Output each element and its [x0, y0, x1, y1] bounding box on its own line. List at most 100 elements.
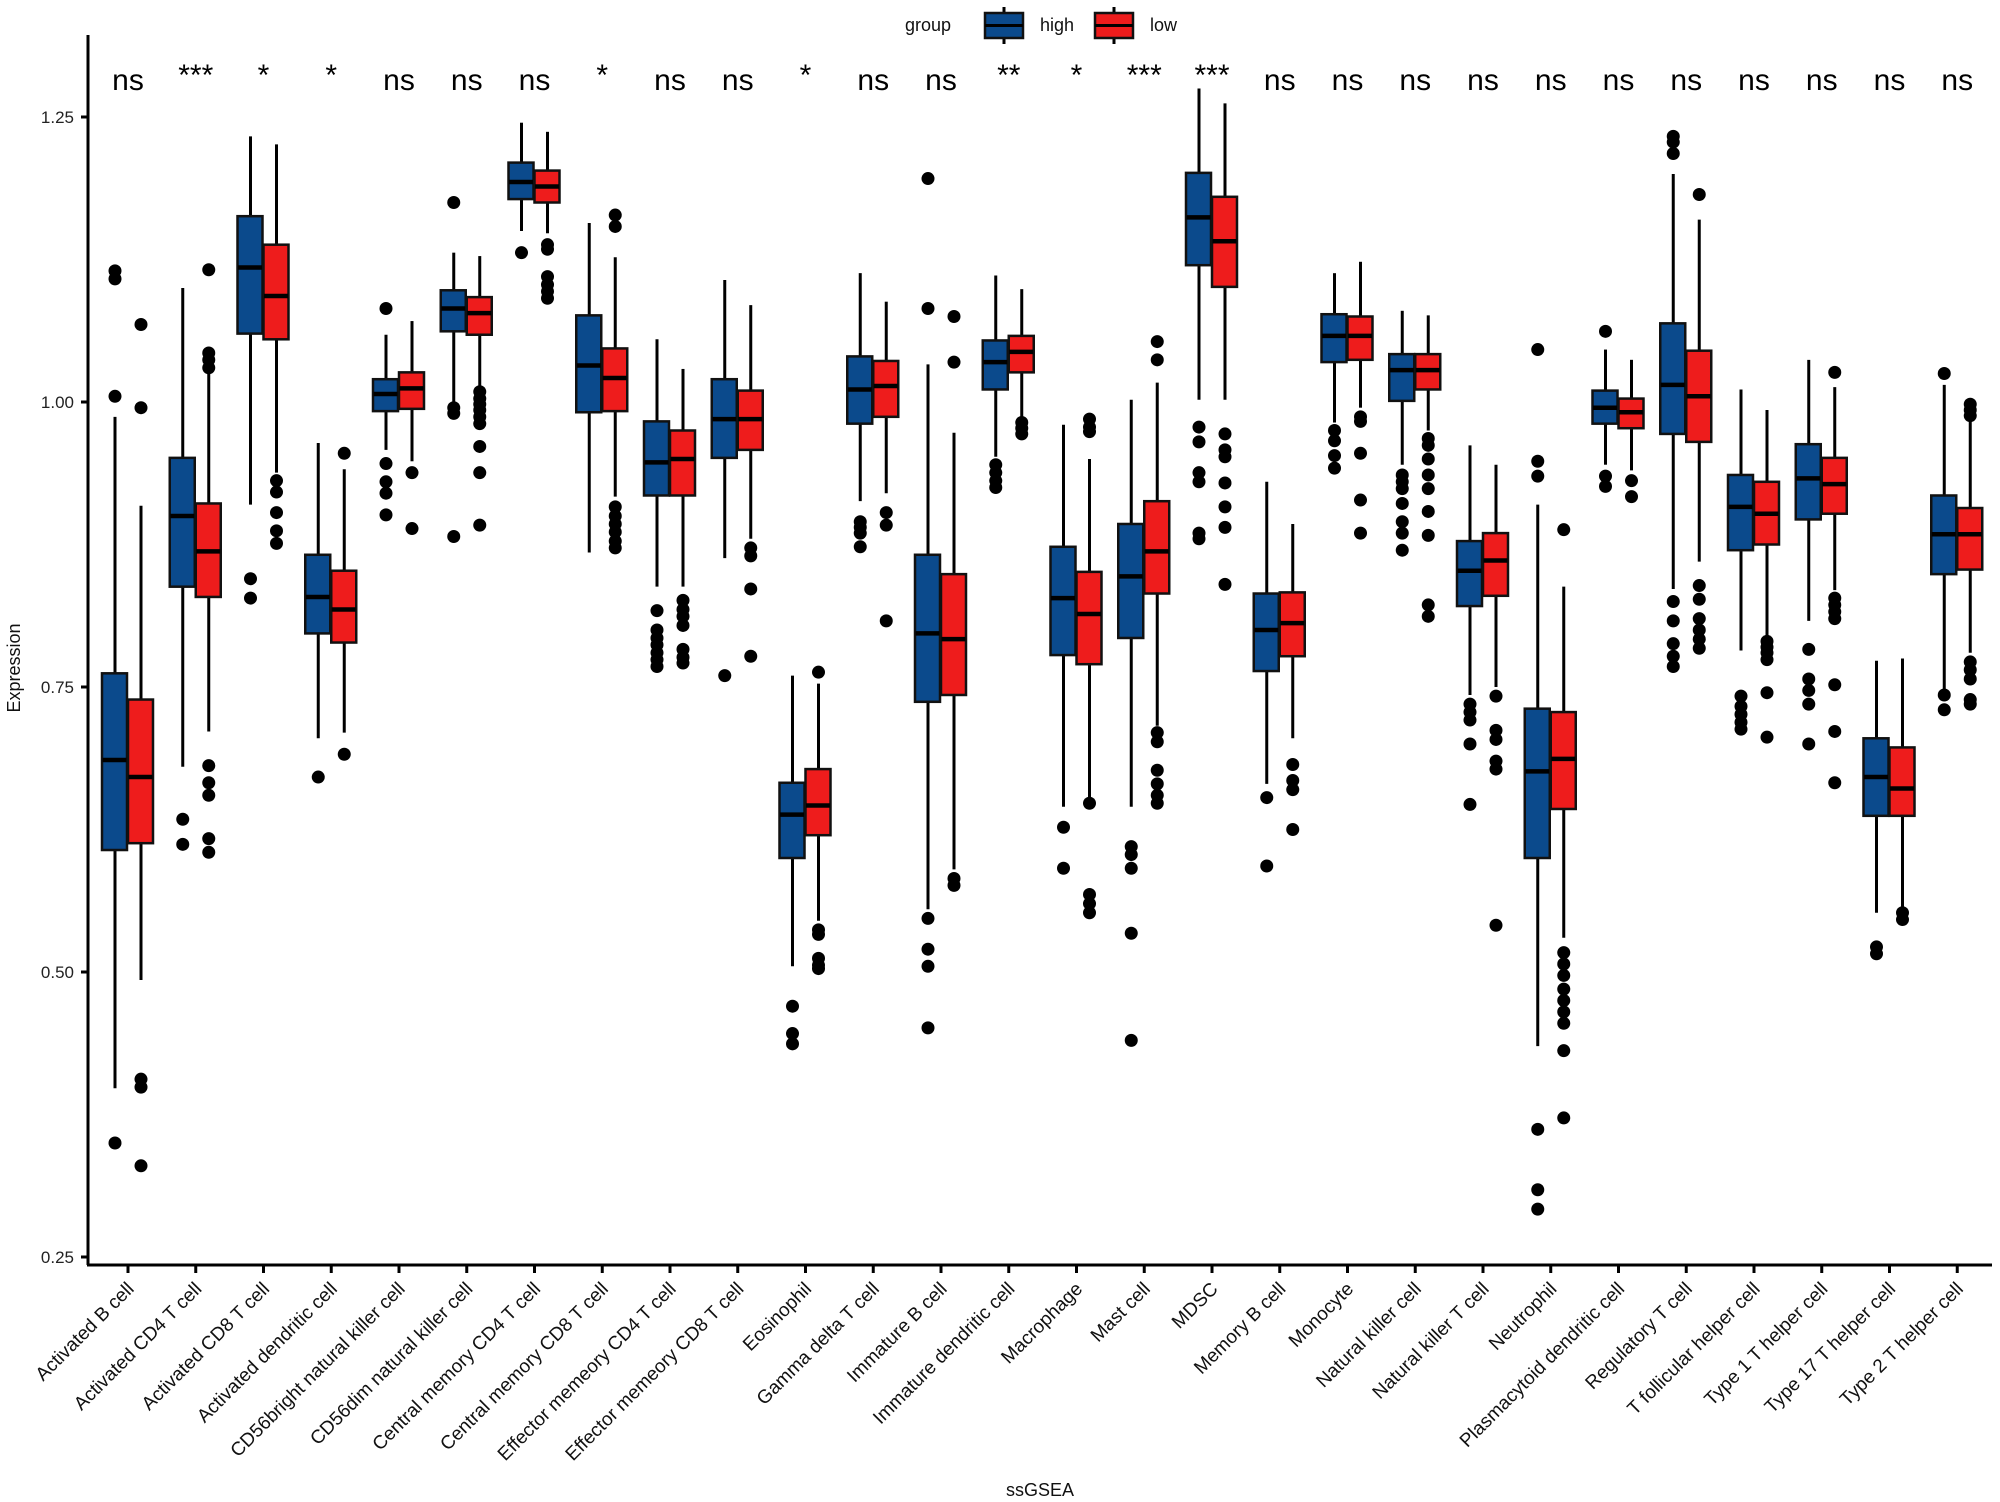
box-iqr — [872, 359, 900, 419]
outlier-point — [1557, 946, 1571, 960]
outlier-point — [1599, 479, 1612, 493]
legend-label: low — [1150, 15, 1178, 35]
outlier-point — [1083, 887, 1096, 901]
significance-label: ns — [1264, 64, 1296, 97]
significance-label: ns — [1603, 64, 1635, 97]
outlier-point — [1218, 450, 1232, 464]
box-iqr — [304, 553, 332, 635]
outlier-point — [1692, 641, 1706, 655]
outlier-point — [1489, 689, 1503, 703]
outlier-point — [270, 536, 283, 550]
outlier-point — [1666, 595, 1680, 608]
significance-label: ns — [112, 64, 144, 97]
outlier-point — [1760, 730, 1774, 744]
outlier-point — [1150, 353, 1164, 367]
outlier-point — [1692, 632, 1706, 646]
outlier-point — [1625, 490, 1638, 504]
x-tick-label: Natural killer T cell — [1369, 1279, 1494, 1404]
y-tick-label: 0.50 — [41, 963, 74, 982]
outlier-point — [1260, 791, 1274, 805]
box-iqr — [1523, 707, 1551, 860]
outlier-point — [812, 927, 825, 941]
box-low — [330, 446, 358, 761]
outlier-point — [1802, 683, 1816, 697]
x-tick-label: Type 17 T helper cell — [1761, 1279, 1900, 1418]
x-tick-label: Monocyte — [1285, 1279, 1358, 1352]
outlier-point — [676, 618, 690, 632]
box-low — [736, 305, 764, 663]
outlier-point — [1463, 737, 1477, 751]
outlier-point — [1192, 532, 1206, 546]
outlier-point — [744, 582, 758, 596]
box-low — [262, 144, 290, 550]
outlier-point — [134, 1080, 148, 1094]
outlier-point — [718, 669, 732, 683]
outlier-point — [1489, 762, 1503, 776]
outlier-point — [1421, 504, 1435, 518]
box-low — [1617, 359, 1645, 504]
outlier-point — [202, 263, 216, 277]
x-tick-label: Mast cell — [1087, 1279, 1155, 1347]
significance-label: * — [325, 59, 337, 92]
box-low — [533, 131, 561, 305]
outlier-point — [1218, 476, 1232, 490]
box-high — [1388, 310, 1416, 557]
outlier-point — [1395, 543, 1409, 557]
box-iqr — [262, 243, 290, 341]
outlier-point — [202, 361, 216, 375]
box-high — [1049, 424, 1077, 875]
outlier-point — [1531, 1202, 1545, 1216]
box-high — [1930, 367, 1958, 717]
outlier-point — [1286, 773, 1300, 787]
outlier-point — [1760, 686, 1774, 700]
significance-label: * — [800, 59, 812, 92]
outlier-point — [1802, 737, 1816, 751]
outlier-point — [1963, 409, 1977, 423]
box-high — [304, 443, 332, 784]
outlier-point — [311, 770, 325, 784]
outlier-point — [676, 656, 690, 670]
outlier-point — [515, 246, 528, 260]
outlier-point — [270, 506, 283, 520]
outlier-point — [270, 485, 283, 499]
box-iqr — [668, 429, 697, 497]
outlier-point — [1328, 424, 1341, 437]
outlier-point — [447, 530, 461, 544]
outlier-point — [379, 508, 393, 522]
box-iqr — [465, 295, 493, 336]
box-high — [846, 273, 874, 554]
outlier-point — [1666, 649, 1680, 663]
plot-area — [100, 88, 1984, 1216]
box-high — [575, 223, 603, 553]
box-high — [371, 302, 400, 522]
outlier-point — [1692, 592, 1706, 606]
box-low — [1346, 261, 1374, 540]
outlier-point — [650, 659, 664, 673]
outlier-point — [1531, 1122, 1545, 1136]
outlier-point — [744, 549, 758, 563]
outlier-point — [1150, 335, 1164, 349]
box-low — [939, 310, 968, 892]
outlier-point — [1828, 776, 1842, 790]
significance-label: ns — [1670, 64, 1702, 97]
box-high — [100, 264, 129, 1150]
box-iqr — [1320, 312, 1348, 364]
box-iqr — [913, 553, 942, 704]
significance-label: ns — [722, 64, 754, 97]
box-low — [668, 368, 697, 670]
box-high — [1794, 359, 1822, 751]
outlier-point — [989, 481, 1003, 494]
outlier-point — [134, 401, 148, 415]
box-high — [1455, 445, 1484, 811]
outlier-point — [1150, 763, 1164, 777]
box-low — [1278, 523, 1306, 836]
box-high — [1117, 399, 1145, 1047]
outlier-point — [786, 1037, 799, 1051]
outlier-point — [786, 999, 799, 1013]
outlier-point — [1192, 420, 1206, 434]
box-iqr — [439, 289, 467, 333]
outlier-point — [947, 878, 961, 892]
outlier-point — [853, 540, 867, 554]
outlier-point — [786, 1027, 799, 1041]
outlier-point — [1599, 324, 1612, 338]
